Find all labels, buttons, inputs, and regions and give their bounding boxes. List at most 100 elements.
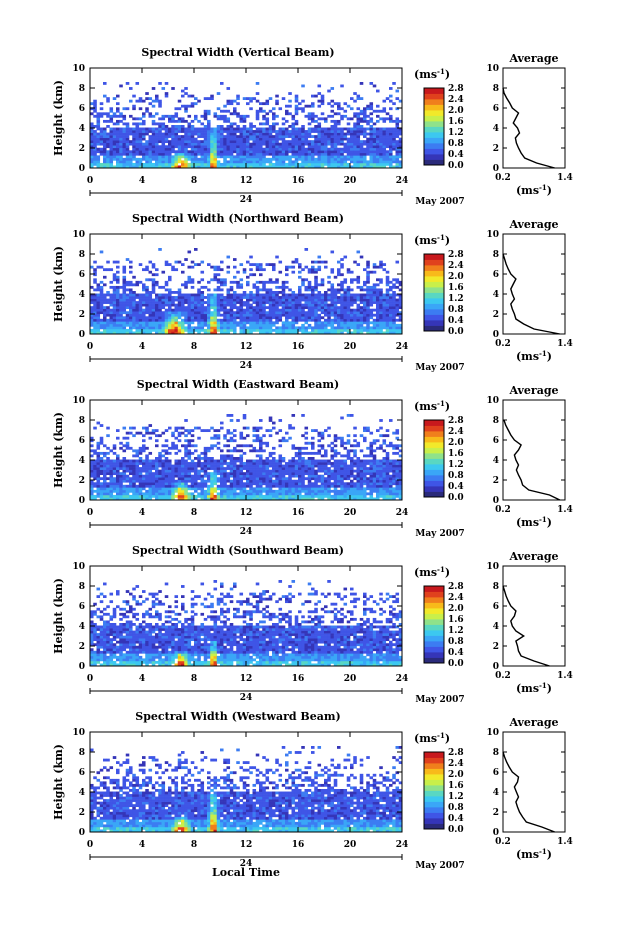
heatmap-cell xyxy=(340,301,344,304)
heatmap-cell xyxy=(281,130,286,133)
heatmap-cell xyxy=(112,326,117,330)
heatmap-cell xyxy=(184,104,188,108)
heatmap-cell xyxy=(181,145,185,149)
heatmap-cell xyxy=(392,147,396,151)
heatmap-cell xyxy=(337,119,341,123)
heatmap-cell xyxy=(350,323,354,327)
heatmap-cell xyxy=(194,114,198,118)
heatmap-cell xyxy=(252,145,257,149)
heatmap-cell xyxy=(145,472,149,476)
heatmap-cell xyxy=(99,265,104,269)
heatmap-cell xyxy=(181,293,185,297)
heatmap-cell xyxy=(343,280,348,284)
heatmap-cell xyxy=(327,150,331,154)
heatmap-cell xyxy=(210,484,214,488)
heatmap-cell xyxy=(174,150,179,154)
heatmap-cell xyxy=(132,316,136,320)
heatmap-cell xyxy=(372,326,377,330)
heatmap-cell xyxy=(223,298,227,302)
heatmap-cell xyxy=(324,137,328,141)
heatmap-cell xyxy=(385,280,390,284)
heatmap-cell xyxy=(327,165,331,169)
heatmap-cell xyxy=(307,157,312,161)
heatmap-cell xyxy=(158,487,162,491)
heatmap-cell xyxy=(116,298,120,302)
heatmap-cell xyxy=(314,316,318,320)
heatmap-cell xyxy=(164,283,169,287)
heatmap-cell xyxy=(190,285,195,289)
heatmap-cell xyxy=(242,451,247,455)
heatmap-cell xyxy=(161,145,166,149)
heatmap-cell xyxy=(369,301,374,304)
heatmap-cell xyxy=(174,142,179,146)
heatmap-cell xyxy=(122,132,127,136)
heatmap-cell xyxy=(239,283,244,287)
heatmap-cell xyxy=(242,270,247,274)
heatmap-cell xyxy=(236,102,240,106)
heatmap-cell xyxy=(135,321,140,325)
heatmap-cell xyxy=(125,147,130,151)
heatmap-cell xyxy=(285,285,289,289)
heatmap-cell xyxy=(103,316,107,320)
heatmap-cell xyxy=(239,293,244,297)
heatmap-cell xyxy=(298,296,302,299)
heatmap-cell xyxy=(363,288,367,292)
heatmap-cell xyxy=(398,313,403,317)
heatmap-cell xyxy=(340,132,344,136)
heatmap-cell xyxy=(272,147,276,151)
heatmap-cell xyxy=(398,137,403,141)
heatmap-cell xyxy=(112,137,117,141)
heatmap-cell xyxy=(142,114,146,118)
heatmap-cell xyxy=(220,114,224,118)
heatmap-cell xyxy=(132,117,136,121)
heatmap-cell xyxy=(161,140,166,144)
heatmap-cell xyxy=(216,492,221,496)
heatmap-cell xyxy=(249,489,253,493)
heatmap-cell xyxy=(242,142,247,146)
heatmap-cell xyxy=(207,135,211,138)
heatmap-cell xyxy=(340,321,344,325)
heatmap-cell xyxy=(288,301,292,304)
heatmap-cell xyxy=(164,449,169,453)
heatmap-cell xyxy=(366,328,370,332)
heatmap-cell xyxy=(90,147,94,151)
heatmap-cell xyxy=(278,298,283,302)
heatmap-cell xyxy=(90,265,94,269)
heatmap-cell xyxy=(268,150,273,154)
heatmap-cell xyxy=(200,451,205,455)
heatmap-cell xyxy=(200,326,205,330)
heatmap-cell xyxy=(337,326,341,330)
heatmap-cell xyxy=(99,306,104,310)
heatmap-cell xyxy=(333,142,338,146)
heatmap-cell xyxy=(356,285,361,289)
heatmap-cell xyxy=(239,321,244,325)
heatmap-cell xyxy=(142,492,146,496)
heatmap-cell xyxy=(246,316,250,320)
heatmap-cell xyxy=(229,467,234,470)
heatmap-cell xyxy=(291,306,296,310)
avg-y-tick-label: 2 xyxy=(493,310,499,320)
heatmap-cell xyxy=(333,303,338,307)
heatmap-cell xyxy=(242,444,247,448)
heatmap-cell xyxy=(148,497,153,501)
average-line xyxy=(502,253,560,335)
heatmap-cell xyxy=(307,313,312,317)
heatmap-cell xyxy=(294,142,299,146)
heatmap-cell xyxy=(301,130,305,133)
heatmap-cell xyxy=(291,293,296,297)
heatmap-cell xyxy=(135,326,140,330)
heatmap-cell xyxy=(171,298,175,302)
heatmap-cell xyxy=(320,135,325,138)
heatmap-cell xyxy=(190,308,195,312)
heatmap-cell xyxy=(343,132,348,136)
heatmap-cell xyxy=(304,130,309,133)
heatmap-cell xyxy=(99,439,104,443)
heatmap-cell xyxy=(220,489,224,493)
heatmap-cell xyxy=(99,114,104,118)
heatmap-cell xyxy=(145,446,149,450)
heatmap-cell xyxy=(164,462,169,465)
heatmap-cell xyxy=(307,326,312,330)
heatmap-cell xyxy=(177,462,182,465)
heatmap-cell xyxy=(249,313,253,317)
heatmap-cell xyxy=(314,285,318,289)
